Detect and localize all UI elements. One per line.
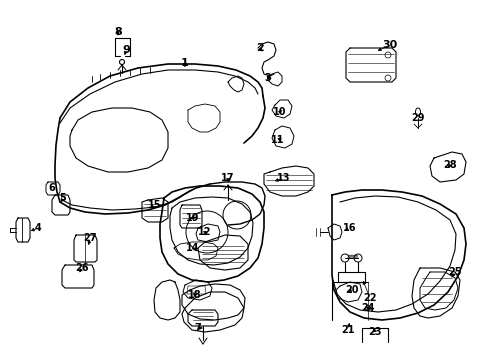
Text: 14: 14 — [186, 243, 199, 253]
Text: 16: 16 — [343, 223, 356, 233]
Text: 23: 23 — [367, 327, 381, 337]
Text: 11: 11 — [271, 135, 284, 145]
Text: 9: 9 — [122, 45, 130, 55]
Text: 27: 27 — [83, 233, 97, 243]
Text: 7: 7 — [194, 323, 201, 333]
Text: 2: 2 — [256, 43, 264, 53]
Text: 15: 15 — [148, 200, 162, 210]
Text: 30: 30 — [382, 40, 397, 50]
Text: 26: 26 — [75, 263, 88, 273]
Text: 28: 28 — [442, 160, 456, 170]
Text: 17: 17 — [221, 173, 234, 183]
Text: 8: 8 — [114, 27, 122, 37]
Text: 1: 1 — [181, 58, 188, 68]
Text: 21: 21 — [341, 325, 354, 335]
Text: 13: 13 — [277, 173, 290, 183]
Text: 20: 20 — [345, 285, 358, 295]
Text: 5: 5 — [60, 193, 66, 203]
Text: 29: 29 — [410, 113, 424, 123]
Text: 18: 18 — [188, 290, 202, 300]
Text: 19: 19 — [186, 213, 199, 223]
Text: 12: 12 — [198, 227, 211, 237]
Text: 10: 10 — [273, 107, 286, 117]
Text: 25: 25 — [447, 267, 461, 277]
Text: 4: 4 — [35, 223, 41, 233]
Text: 22: 22 — [363, 293, 376, 303]
Text: 3: 3 — [264, 73, 271, 83]
Text: 24: 24 — [361, 303, 374, 313]
Text: 6: 6 — [48, 183, 55, 193]
